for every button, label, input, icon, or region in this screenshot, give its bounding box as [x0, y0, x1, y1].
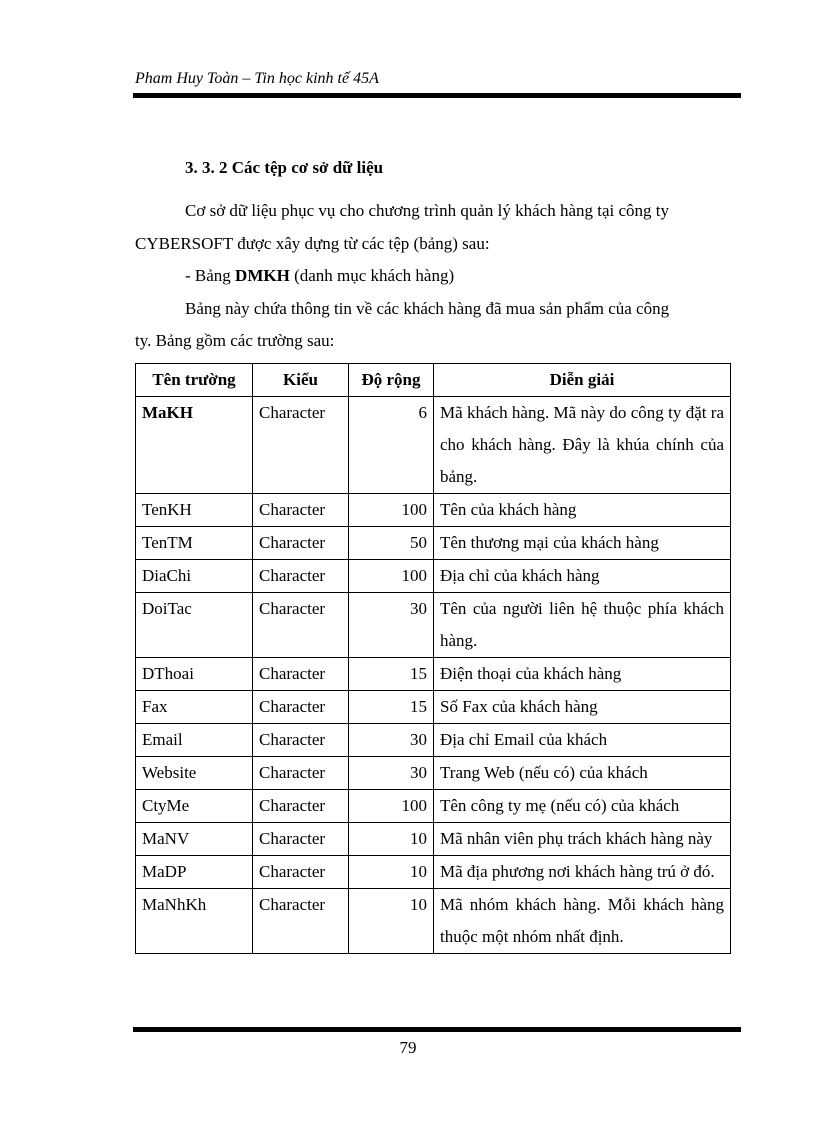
width-cell: 10 [348, 888, 434, 954]
table-row: MaNV Character 10 Mã nhân viên phụ trách kh… [135, 822, 731, 856]
type-cell: Character [252, 690, 349, 724]
field-name-cell: Fax [135, 690, 253, 724]
paragraph-line: ty. Bảng gồm các trường sau: [135, 331, 335, 350]
description-cell: Mã nhân viên phụ trách khách hàng này [433, 822, 731, 856]
width-cell: 6 [348, 396, 434, 494]
description-cell: Tên thương mại của khách hàng [433, 526, 731, 560]
description-cell: Mã khách hàng. Mã này do công ty đặt ra … [433, 396, 731, 494]
paragraph-line: Cơ sở dữ liệu phục vụ cho chương trình q… [185, 201, 670, 220]
column-header: Kiểu [252, 363, 349, 397]
table-row: Email Character 30 Địa chỉ Email của khách [135, 723, 731, 757]
column-header: Độ rộng [348, 363, 434, 397]
description-cell: Mã địa phương nơi khách hàng trú ở đó. [433, 855, 731, 889]
type-cell: Character [252, 756, 349, 790]
width-cell: 15 [348, 657, 434, 691]
table-row: MaKH Character 6 Mã khách hàng. Mã này do c… [135, 396, 731, 494]
width-cell: 30 [348, 756, 434, 790]
field-name-cell: DoiTac [135, 592, 253, 658]
section-heading: 3. 3. 2 Các tệp cơ sở dữ liệu [185, 158, 384, 177]
field-name-cell: Website [135, 756, 253, 790]
width-cell: 100 [348, 493, 434, 527]
table-row: Website Character 30 Trang Web (nếu có) của… [135, 756, 731, 790]
type-cell: Character [252, 723, 349, 757]
table-row: DoiTac Character 30 Tên của người liên hệ t… [135, 592, 731, 658]
description-cell: Địa chỉ Email của khách [433, 723, 731, 757]
type-cell: Character [252, 789, 349, 823]
width-cell: 100 [348, 789, 434, 823]
field-name-cell: MaDP [135, 855, 253, 889]
description-cell: Trang Web (nếu có) của khách [433, 756, 731, 790]
field-name-cell: DThoai [135, 657, 253, 691]
paragraph-line: CYBERSOFT được xây dựng từ các tệp (bảng… [135, 234, 490, 253]
table-row: DiaChi Character 100 Địa chỉ của khách hàng [135, 559, 731, 593]
column-header: Diễn giải [433, 363, 731, 397]
table-row: TenTM Character 50 Tên thương mại của khách… [135, 526, 731, 560]
field-name-cell: MaNhKh [135, 888, 253, 954]
header-rule [133, 93, 741, 98]
dmkh-table: Tên trường Kiểu Độ rộng Diễn giải MaKH Ch… [135, 363, 731, 954]
width-cell: 50 [348, 526, 434, 560]
width-cell: 30 [348, 592, 434, 658]
description-cell: Điện thoại của khách hàng [433, 657, 731, 691]
type-cell: Character [252, 526, 349, 560]
type-cell: Character [252, 396, 349, 494]
width-cell: 30 [348, 723, 434, 757]
table-name: DMKH [235, 266, 290, 285]
type-cell: Character [252, 855, 349, 889]
field-name-cell: DiaChi [135, 559, 253, 593]
width-cell: 100 [348, 559, 434, 593]
description-cell: Tên công ty mẹ (nếu có) của khách [433, 789, 731, 823]
description-cell: Số Fax của khách hàng [433, 690, 731, 724]
description-cell: Mã nhóm khách hàng. Mỗi khách hàng thuộc… [433, 888, 731, 954]
width-cell: 10 [348, 855, 434, 889]
table-row: MaNhKh Character 10 Mã nhóm khách hàng. Mỗi… [135, 888, 731, 954]
column-header: Tên trường [135, 363, 253, 397]
bullet-line: - Bảng DMKH (danh mục khách hàng) [185, 266, 454, 286]
field-name-cell: MaKH [135, 396, 253, 494]
running-header: Pham Huy Toàn – Tin học kinh tế 45A [135, 70, 379, 87]
table-row: CtyMe Character 100 Tên công ty mẹ (nếu có)… [135, 789, 731, 823]
type-cell: Character [252, 559, 349, 593]
type-cell: Character [252, 592, 349, 658]
description-cell: Địa chỉ của khách hàng [433, 559, 731, 593]
table-row: DThoai Character 15 Điện thoại của khách hà… [135, 657, 731, 691]
page-number: 79 [399, 1038, 417, 1057]
width-cell: 15 [348, 690, 434, 724]
field-name-cell: TenTM [135, 526, 253, 560]
type-cell: Character [252, 657, 349, 691]
description-cell: Tên của khách hàng [433, 493, 731, 527]
field-name-cell: CtyMe [135, 789, 253, 823]
type-cell: Character [252, 888, 349, 954]
table-row: TenKH Character 100 Tên của khách hàng [135, 493, 731, 527]
field-name-cell: MaNV [135, 822, 253, 856]
footer-rule [133, 1027, 741, 1032]
field-name-cell: TenKH [135, 493, 253, 527]
paragraph-line: Bảng này chứa thông tin về các khách hàn… [185, 299, 670, 318]
description-cell: Tên của người liên hệ thuộc phía khách h… [433, 592, 731, 658]
bullet-prefix: - Bảng [185, 266, 236, 285]
table-row: MaDP Character 10 Mã địa phương nơi khách h… [135, 855, 731, 889]
table-header-row: Tên trường Kiểu Độ rộng Diễn giải [135, 363, 731, 397]
field-name-cell: Email [135, 723, 253, 757]
type-cell: Character [252, 493, 349, 527]
table-row: Fax Character 15 Số Fax của khách hàng [135, 690, 731, 724]
type-cell: Character [252, 822, 349, 856]
width-cell: 10 [348, 822, 434, 856]
bullet-suffix: (danh mục khách hàng) [289, 266, 455, 285]
